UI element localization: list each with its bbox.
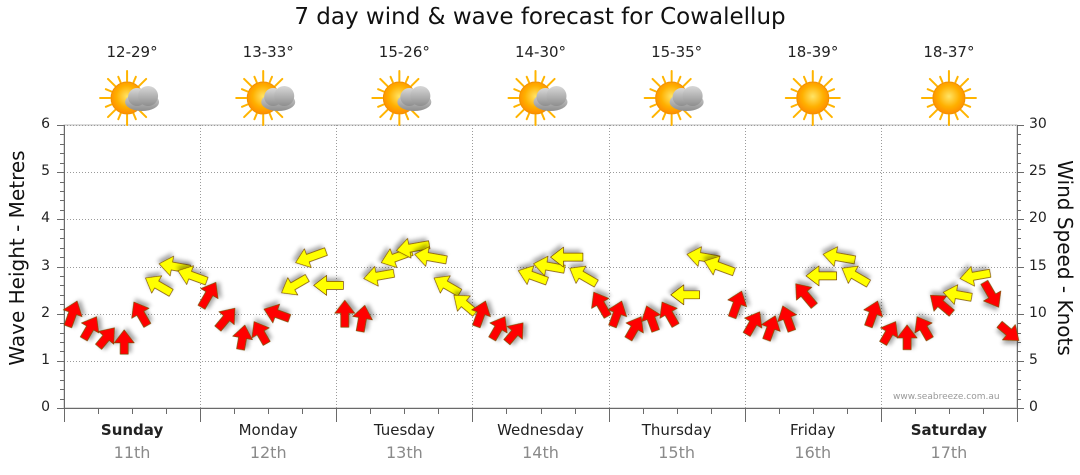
- wind-arrow: [896, 324, 918, 351]
- chart-title: 7 day wind & wave forecast for Cowalellu…: [294, 4, 786, 30]
- sun-icon: [920, 70, 977, 126]
- wind-arrow: [197, 281, 219, 310]
- wind-arrow: [131, 301, 152, 328]
- wind-arrow: [704, 255, 736, 276]
- wind-arrow: [453, 294, 479, 317]
- wind-arrow: [488, 316, 508, 342]
- wind-arrow: [414, 246, 448, 267]
- wind-arrow: [942, 284, 973, 305]
- wind-arrow: [742, 311, 763, 337]
- wind-arrow: [471, 300, 491, 329]
- wind-arrow: [352, 304, 373, 333]
- temperature-range: 15-35°: [651, 43, 703, 61]
- wind-arrow: [95, 327, 115, 350]
- wind-arrow: [263, 303, 292, 324]
- partly-cloudy-icon: [99, 70, 160, 126]
- wind-arrow: [607, 300, 628, 329]
- day-label: Monday: [238, 421, 298, 439]
- date-label: 16th: [794, 443, 832, 462]
- right-tick-label: 0: [1029, 399, 1038, 415]
- partly-cloudy-icon: [235, 70, 296, 126]
- right-tick-label: 25: [1029, 163, 1047, 180]
- day-label: Wednesday: [497, 421, 584, 439]
- wind-arrow: [433, 275, 463, 297]
- wind-arrow: [822, 246, 856, 267]
- wind-arrow: [641, 305, 661, 333]
- wind-arrow: [251, 321, 271, 346]
- wind-arrow: [517, 265, 549, 286]
- wind-arrow: [113, 329, 135, 355]
- wind-arrow: [841, 265, 871, 288]
- wind-arrow: [805, 265, 837, 287]
- temperature-range: 18-39°: [787, 43, 839, 61]
- date-label: 14th: [522, 443, 559, 462]
- wind-arrow: [295, 247, 328, 268]
- right-tick-label: 10: [1029, 304, 1047, 321]
- partly-cloudy-icon: [371, 70, 432, 126]
- wind-arrow: [624, 316, 644, 342]
- date-label: 13th: [385, 443, 423, 462]
- partly-cloudy-icon: [507, 70, 568, 126]
- wind-arrow: [670, 284, 700, 306]
- date-label: 11th: [113, 443, 151, 462]
- wind-arrow: [914, 316, 934, 342]
- temperature-range: 13-33°: [242, 43, 294, 61]
- left-tick-label: 3: [41, 257, 50, 274]
- temperature-range: 18-37°: [923, 43, 975, 61]
- left-tick-label: 0: [41, 399, 50, 415]
- wind-arrow: [659, 301, 680, 328]
- temperature-range: 14-30°: [514, 43, 567, 61]
- day-label: Friday: [790, 421, 836, 439]
- wind-arrow: [980, 279, 1002, 308]
- credit-text: www.seabreeze.com.au: [893, 392, 1000, 402]
- right-tick-label: 15: [1029, 257, 1047, 274]
- wind-arrow: [959, 266, 992, 287]
- left-tick-label: 1: [41, 351, 50, 368]
- wind-arrow: [363, 266, 395, 287]
- date-label: 12th: [249, 443, 287, 462]
- left-tick-label: 2: [41, 304, 50, 321]
- right-tick-label: 20: [1029, 210, 1047, 227]
- right-tick-label: 5: [1029, 351, 1038, 368]
- day-label: Sunday: [100, 421, 164, 439]
- wind-arrow: [727, 290, 747, 320]
- wind-arrow: [503, 322, 524, 346]
- day-label: Thursday: [641, 421, 712, 439]
- wind-arrow: [396, 238, 431, 259]
- wind-arrow: [334, 299, 356, 328]
- left-tick-label: 6: [41, 116, 50, 132]
- left-tick-label: 4: [41, 210, 50, 227]
- date-label: 17th: [930, 443, 968, 462]
- temperature-range: 12-29°: [106, 43, 158, 61]
- right-tick-label: 30: [1029, 116, 1047, 132]
- date-label: 15th: [658, 443, 696, 462]
- wind-arrow: [281, 274, 310, 296]
- partly-cloudy-icon: [643, 70, 704, 126]
- day-label: Tuesday: [373, 421, 435, 439]
- wind-arrow: [550, 246, 584, 268]
- wind-arrow: [232, 324, 253, 351]
- wind-arrow: [591, 291, 612, 319]
- wind-arrow: [879, 321, 899, 346]
- wind-arrow: [777, 305, 797, 333]
- wind-arrow: [79, 316, 100, 342]
- wind-arrow: [533, 255, 566, 277]
- wind-arrow: [569, 265, 599, 288]
- wind-arrow: [62, 300, 83, 329]
- temperature-range: 15-26°: [378, 43, 430, 61]
- wind-arrow: [795, 283, 818, 309]
- wind-arrow: [996, 320, 1020, 341]
- wind-arrow: [313, 275, 344, 296]
- wind-arrow: [930, 294, 955, 317]
- wind-arrow: [145, 275, 174, 297]
- day-label: Saturday: [910, 421, 988, 439]
- wind-arrow: [761, 315, 781, 342]
- wind-arrow: [863, 300, 883, 329]
- wind-arrow: [214, 307, 236, 332]
- wind-arrow: [177, 265, 209, 286]
- sun-icon: [784, 70, 841, 126]
- left-tick-label: 5: [41, 163, 50, 180]
